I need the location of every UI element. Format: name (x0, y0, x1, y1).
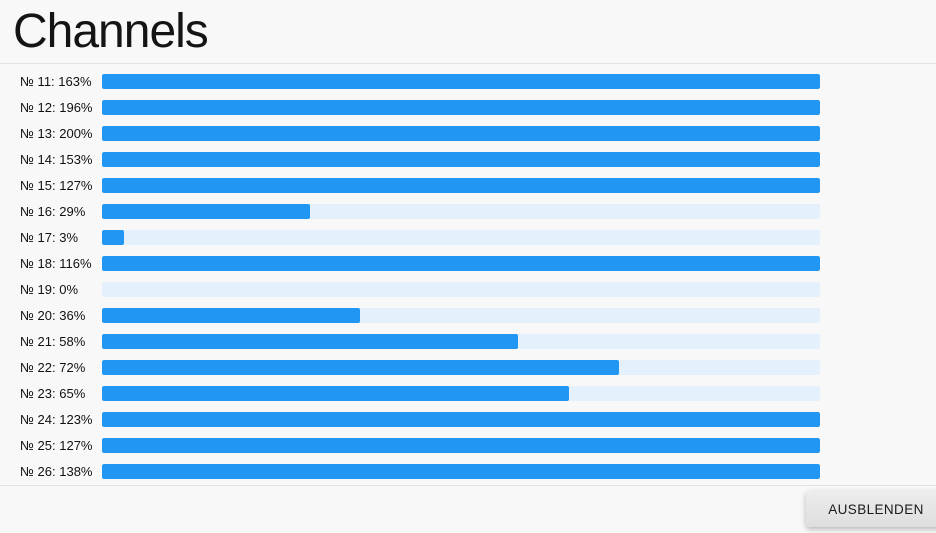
channel-label: № 24: 123% (20, 411, 93, 427)
channel-label: № 16: 29% (20, 203, 86, 219)
channel-bar-track (102, 73, 820, 89)
channel-bar-track (102, 385, 820, 401)
channel-bar-fill (102, 203, 311, 219)
page-title: Channels (13, 5, 209, 58)
channel-bar-fill (102, 177, 820, 193)
channel-label: № 15: 127% (20, 177, 93, 193)
channel-row: № 21: 58% (0, 328, 936, 354)
channel-bar-track (102, 203, 820, 219)
channel-label: № 22: 72% (20, 359, 86, 375)
channel-row: № 14: 153% (0, 146, 936, 172)
channel-row: № 18: 116% (0, 250, 936, 276)
channel-row: № 23: 65% (0, 380, 936, 406)
channel-bar-track (102, 151, 820, 167)
channel-label: № 23: 65% (20, 385, 86, 401)
channel-list: № 11: 163% № 12: 196% № 13: 200% № 14: 1… (0, 64, 936, 484)
channel-label: № 17: 3% (20, 229, 79, 245)
channel-label: № 18: 116% (20, 255, 92, 271)
header: Channels (0, 0, 936, 64)
channel-row: № 22: 72% (0, 354, 936, 380)
channel-bar-fill (102, 411, 820, 427)
channel-bar-fill (102, 463, 820, 479)
channel-row: № 16: 29% (0, 198, 936, 224)
channel-row: № 11: 163% (0, 68, 936, 94)
channel-bar-fill (102, 125, 820, 141)
channel-bar-fill (102, 99, 820, 115)
channel-bar-track (102, 307, 820, 323)
channel-label: № 11: 163% (20, 73, 92, 89)
channel-bar-track (102, 437, 820, 453)
channel-label: № 14: 153% (20, 151, 93, 167)
channel-bar-fill (102, 255, 820, 271)
channel-bar-track (102, 281, 820, 297)
channel-row: № 12: 196% (0, 94, 936, 120)
channel-label: № 26: 138% (20, 463, 93, 479)
channel-bar-fill (102, 307, 361, 323)
channel-bar-fill (102, 333, 519, 349)
channel-bar-fill (102, 359, 619, 375)
channel-bar-track (102, 411, 820, 427)
channel-bar-fill (102, 229, 124, 245)
channel-bar-track (102, 99, 820, 115)
channel-row: № 19: 0% (0, 276, 936, 302)
channel-row: № 24: 123% (0, 406, 936, 432)
channel-label: № 20: 36% (20, 307, 86, 323)
channel-bar-fill (102, 151, 820, 167)
channel-row: № 17: 3% (0, 224, 936, 250)
hide-button[interactable]: AUSBLENDEN (806, 491, 936, 527)
channel-bar-track (102, 177, 820, 193)
footer: AUSBLENDEN (0, 485, 936, 533)
channel-row: № 13: 200% (0, 120, 936, 146)
channel-label: № 25: 127% (20, 437, 93, 453)
channel-bar-track (102, 333, 820, 349)
channel-bar-track (102, 359, 820, 375)
channel-label: № 12: 196% (20, 99, 93, 115)
channel-bar-fill (102, 437, 820, 453)
channel-bar-track (102, 255, 820, 271)
channel-label: № 21: 58% (20, 333, 86, 349)
channel-label: № 13: 200% (20, 125, 93, 141)
channel-row: № 25: 127% (0, 432, 936, 458)
channel-row: № 15: 127% (0, 172, 936, 198)
channel-row: № 20: 36% (0, 302, 936, 328)
channel-bar-fill (102, 73, 820, 89)
channel-bar-track (102, 463, 820, 479)
channel-bar-fill (102, 385, 569, 401)
channel-row: № 26: 138% (0, 458, 936, 484)
channel-label: № 19: 0% (20, 281, 79, 297)
channel-bar-track (102, 229, 820, 245)
channel-bar-track (102, 125, 820, 141)
